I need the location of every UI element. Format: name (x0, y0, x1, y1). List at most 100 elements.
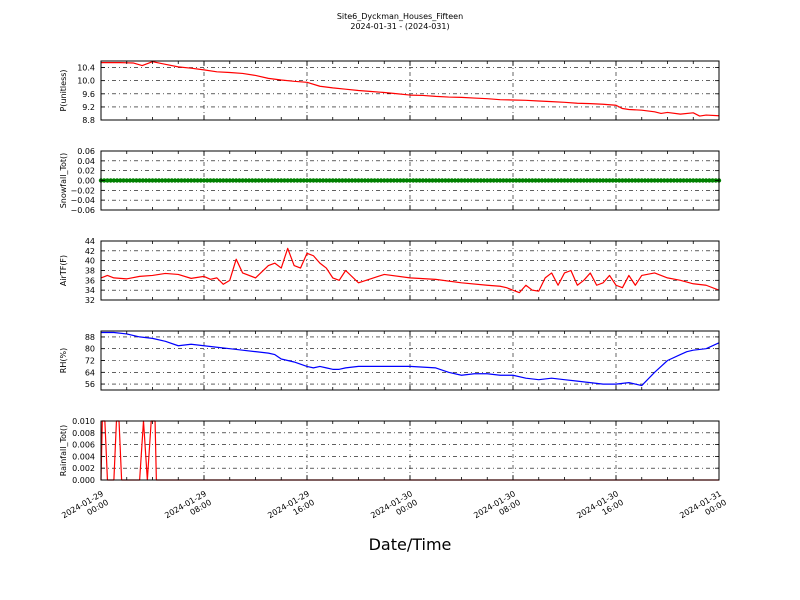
y-tick-label: 0.006 (72, 441, 95, 450)
data-point (533, 178, 538, 183)
data-point (623, 178, 628, 183)
data-point (613, 178, 619, 183)
data-point (230, 178, 236, 183)
data-point (507, 178, 512, 183)
data-point (639, 178, 644, 183)
data-point (192, 178, 197, 183)
data-point (700, 178, 706, 183)
data-point (108, 178, 113, 183)
data-point (542, 178, 548, 183)
data-point (150, 178, 155, 183)
subplot-3: 56 64 72 80 88 RH(%) (59, 330, 720, 391)
subplot-1: −0.06−0.04−0.020.000.020.040.06 Snowfall_… (59, 147, 722, 215)
data-point (176, 178, 181, 183)
data-point (353, 178, 358, 183)
data-point (417, 178, 422, 183)
data-point (382, 178, 387, 183)
data-point (462, 178, 467, 183)
data-point (407, 178, 413, 183)
data-point (439, 178, 445, 183)
data-point (211, 178, 216, 183)
data-point (143, 178, 149, 183)
data-point (140, 178, 146, 183)
data-point (620, 178, 625, 183)
data-point (497, 178, 503, 183)
y-tick-label: −0.04 (70, 196, 95, 205)
data-point (324, 178, 329, 183)
data-point (420, 178, 426, 183)
y-tick-label: 9.2 (82, 103, 95, 112)
data-point (221, 178, 226, 183)
y-tick-label: 42 (85, 247, 95, 256)
data-point (205, 178, 210, 183)
data-point (600, 178, 606, 183)
data-point (629, 178, 635, 183)
data-point (443, 178, 448, 183)
data-point (185, 178, 191, 183)
y-axis-label: RH(%) (59, 348, 68, 373)
data-point (710, 178, 715, 183)
data-point (485, 178, 490, 183)
data-point (301, 178, 306, 183)
data-point (501, 178, 506, 183)
subplot-4: 0.000 0.002 0.004 0.006 0.008 0.010 Rainfall_T… (59, 417, 720, 485)
data-point (446, 178, 451, 183)
data-point (195, 178, 200, 183)
data-point (517, 178, 522, 183)
data-point (549, 178, 554, 183)
data-point (707, 178, 712, 183)
data-point (369, 178, 374, 183)
data-point (179, 178, 184, 183)
y-tick-label: −0.02 (70, 186, 95, 195)
data-point (655, 178, 661, 183)
data-point (134, 178, 139, 183)
data-point (372, 178, 377, 183)
data-point (320, 178, 326, 183)
y-tick-label: 36 (85, 276, 95, 285)
data-point (578, 178, 583, 183)
data-point (156, 178, 162, 183)
y-tick-label: 44 (85, 237, 95, 246)
data-point (427, 178, 432, 183)
data-point (198, 178, 203, 183)
data-point (472, 178, 477, 183)
data-point (687, 178, 693, 183)
y-axis-label: P(unitless) (59, 69, 68, 111)
y-tick-label: 0.04 (77, 157, 95, 166)
data-point (304, 178, 310, 183)
data-point (246, 178, 252, 183)
data-point (240, 178, 245, 183)
data-point (594, 178, 599, 183)
data-point (452, 178, 458, 183)
data-point (256, 178, 261, 183)
y-tick-label: 88 (85, 333, 95, 342)
data-point (546, 178, 551, 183)
data-point (262, 178, 268, 183)
data-point (404, 178, 409, 183)
y-tick-label: 72 (85, 357, 95, 366)
data-point (478, 178, 484, 183)
data-point (436, 178, 442, 183)
data-point (468, 178, 474, 183)
data-point (201, 178, 207, 183)
data-point (327, 178, 332, 183)
data-point (295, 178, 300, 183)
data-point (227, 178, 232, 183)
data-point (581, 178, 587, 183)
series-line (101, 61, 720, 117)
data-point (658, 178, 664, 183)
data-point (237, 178, 242, 183)
data-point (678, 178, 683, 183)
data-point (401, 178, 406, 183)
y-axis-label: AirTF(F) (59, 255, 68, 286)
y-tick-label: 0.004 (72, 452, 95, 461)
data-point (121, 178, 126, 183)
data-point (523, 178, 529, 183)
data-point (636, 178, 641, 183)
data-point (671, 178, 677, 183)
data-point (340, 178, 345, 183)
subplot-0: 8.8 9.2 9.6 10.0 10.4 P(unitless) (59, 60, 720, 125)
data-point (159, 178, 165, 183)
data-point (188, 178, 194, 183)
data-point (343, 178, 348, 183)
